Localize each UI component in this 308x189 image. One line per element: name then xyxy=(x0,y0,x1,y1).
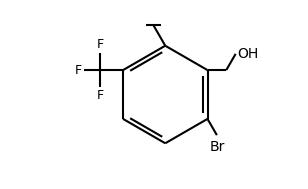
Text: F: F xyxy=(75,64,82,77)
Text: Br: Br xyxy=(209,140,225,154)
Text: OH: OH xyxy=(237,47,259,61)
Text: F: F xyxy=(97,89,104,102)
Text: F: F xyxy=(97,38,104,51)
